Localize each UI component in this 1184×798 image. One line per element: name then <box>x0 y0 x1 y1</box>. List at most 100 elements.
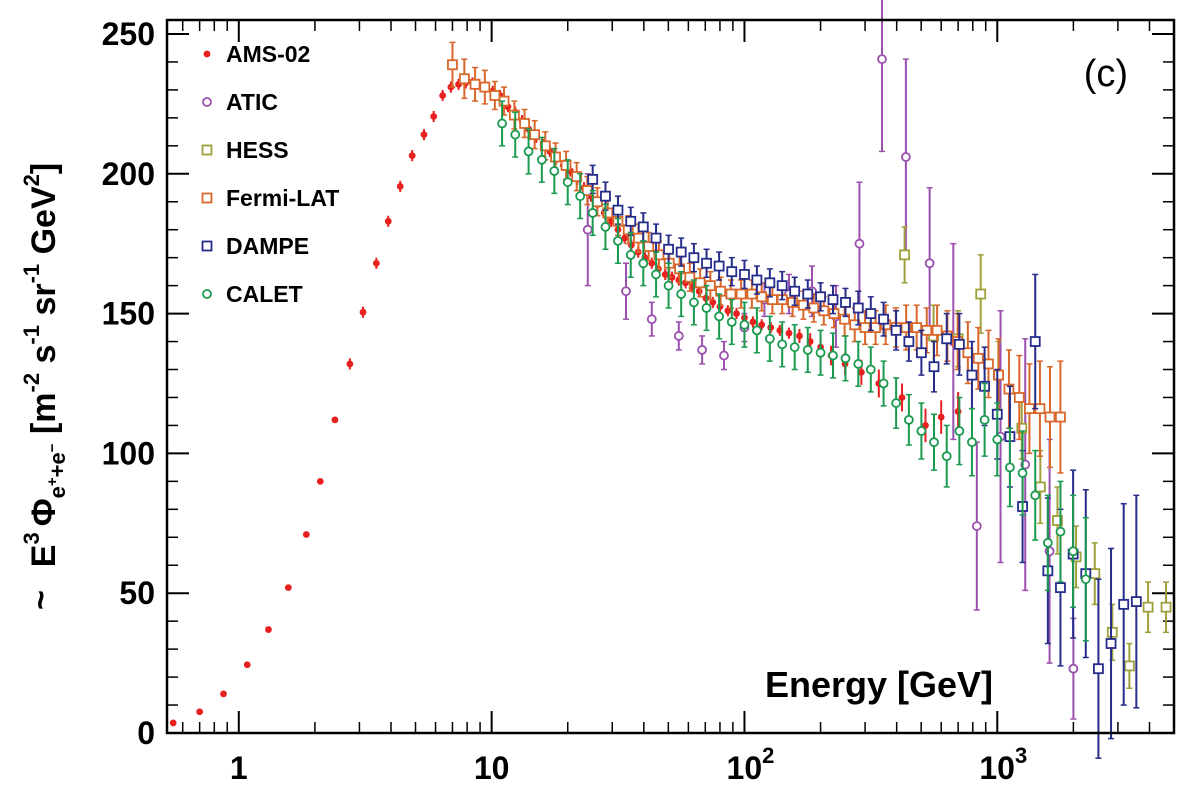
legend-item-ams-02: AMS-02 <box>203 41 310 67</box>
data-point <box>519 118 530 129</box>
data-point <box>751 274 763 286</box>
data-point <box>1017 468 1028 478</box>
data-point <box>931 324 943 336</box>
data-point <box>735 288 747 300</box>
series-calet <box>497 100 1091 642</box>
data-point <box>924 258 935 269</box>
data-point <box>852 302 864 314</box>
data-point <box>954 408 962 415</box>
data-point <box>1052 515 1063 526</box>
ylabel-gev: GeV <box>25 186 63 264</box>
data-point <box>701 303 712 313</box>
data-point <box>1130 596 1142 607</box>
data-point <box>749 318 757 326</box>
data-point <box>420 131 428 139</box>
data-point <box>469 78 481 90</box>
data-point <box>1160 601 1172 613</box>
data-point <box>384 217 392 225</box>
data-point <box>1055 411 1066 423</box>
data-point <box>916 426 927 436</box>
data-point <box>1068 663 1079 674</box>
legend-item-calet: CALET <box>202 281 303 307</box>
data-point <box>878 313 889 325</box>
data-point <box>688 297 699 308</box>
data-point <box>638 258 649 269</box>
y-axis-title: E3Φe++e− [m-2 s-1 sr-1 GeV2] <box>19 163 70 567</box>
data-point <box>169 719 177 727</box>
data-point <box>815 347 826 358</box>
data-point <box>898 394 906 401</box>
data-point <box>709 299 717 306</box>
data-point <box>903 414 914 425</box>
data-point <box>220 690 227 698</box>
data-point <box>489 90 501 101</box>
data-point <box>663 280 674 291</box>
data-point <box>549 166 560 176</box>
data-point <box>396 182 404 190</box>
data-point <box>865 364 876 375</box>
data-point <box>993 369 1004 381</box>
ylabel-sub-plus: + <box>44 477 61 486</box>
data-point <box>900 152 911 162</box>
ylabel-sub-minus: − <box>44 443 61 452</box>
data-point <box>675 246 687 258</box>
data-point <box>1055 526 1066 537</box>
data-point <box>359 308 367 316</box>
ylabel-close-unit: ] <box>25 163 63 174</box>
legend: AMS-02 ATIC HESS Fermi-LAT DAMPE CALET <box>201 41 339 307</box>
data-point <box>302 531 310 538</box>
data-point <box>346 360 354 368</box>
data-point <box>625 249 636 260</box>
data-point <box>900 322 912 333</box>
data-point <box>739 319 750 330</box>
ylabel-e: E <box>25 545 63 568</box>
legend-marker <box>201 240 213 252</box>
legend-marker <box>201 192 213 204</box>
data-point <box>663 243 674 255</box>
data-point <box>479 81 491 93</box>
data-point <box>854 238 865 249</box>
data-point <box>625 215 637 227</box>
y-tick-label: 0 <box>137 715 155 751</box>
data-point <box>953 338 965 350</box>
data-point <box>1013 392 1025 403</box>
x-axis-title: Energy [GeV] <box>765 664 993 705</box>
data-point <box>1080 574 1091 585</box>
data-point <box>458 73 470 85</box>
legend-label: DAMPE <box>226 233 309 259</box>
data-point <box>859 322 871 333</box>
data-point <box>714 311 725 322</box>
data-point <box>739 269 750 280</box>
data-point <box>684 271 696 283</box>
legend-marker <box>201 144 213 156</box>
data-point <box>979 414 990 425</box>
ylabel-exp-gev: 2 <box>19 174 44 186</box>
plot-frame <box>165 18 1176 735</box>
data-point <box>1029 336 1041 347</box>
data-point <box>372 259 380 267</box>
ylabel-exp-m: -2 <box>19 373 44 393</box>
data-point <box>1005 462 1015 473</box>
data-point <box>600 222 611 232</box>
data-point <box>756 291 768 303</box>
data-point <box>674 263 686 275</box>
ylabel-e-exp: 3 <box>19 532 44 544</box>
data-point <box>992 434 1003 445</box>
data-point <box>802 288 814 300</box>
legend-item-fermi-lat: Fermi-LAT <box>201 185 339 211</box>
data-point <box>789 285 801 297</box>
data-point <box>331 416 339 424</box>
data-point <box>954 426 965 436</box>
ylabel-s: s <box>25 345 63 373</box>
y-tick-label: 50 <box>119 575 155 611</box>
data-point <box>890 324 902 336</box>
data-point <box>523 146 534 157</box>
data-point <box>967 437 977 448</box>
ylabel-open-unit: [m <box>25 392 63 443</box>
data-point <box>646 314 657 325</box>
data-point <box>840 353 851 364</box>
data-point <box>764 277 776 289</box>
data-point <box>673 331 684 341</box>
data-point <box>612 204 624 216</box>
data-point <box>715 285 727 297</box>
